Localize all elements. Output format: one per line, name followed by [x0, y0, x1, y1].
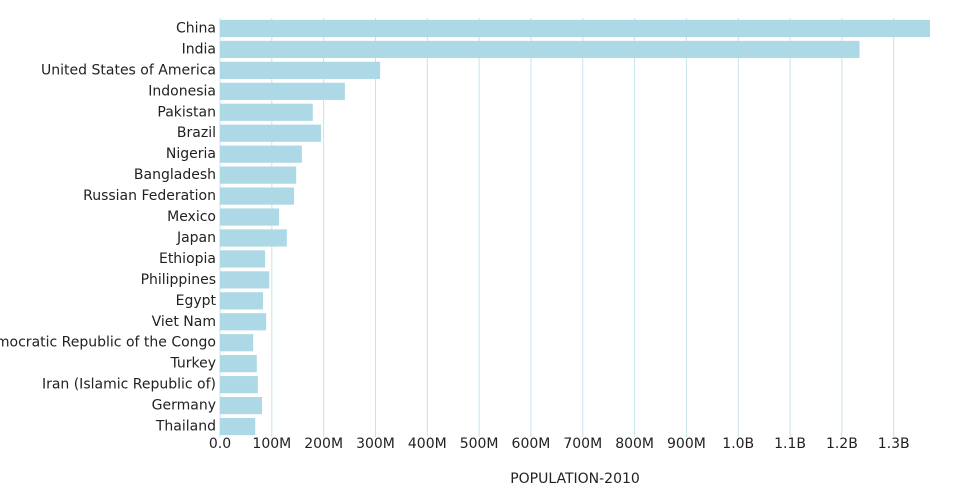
- bar: [220, 145, 302, 163]
- x-tick-label: 1.2B: [826, 436, 858, 452]
- bar: [220, 376, 258, 394]
- bar: [220, 103, 313, 121]
- bar: [220, 124, 322, 142]
- y-tick-label: Bangladesh: [134, 167, 216, 183]
- bar: [220, 250, 266, 268]
- y-tick-label: Viet Nam: [152, 314, 216, 330]
- y-tick-label: Pakistan: [157, 104, 216, 120]
- y-tick-label: Japan: [176, 230, 216, 246]
- bar: [220, 82, 345, 100]
- y-tick-label: Indonesia: [148, 83, 216, 99]
- x-tick-label: 600M: [512, 436, 551, 452]
- y-tick-label: China: [176, 20, 216, 36]
- bar: [220, 313, 267, 331]
- bar: [220, 417, 256, 436]
- y-tick-label: Ethiopia: [159, 251, 216, 267]
- x-tick-label: 900M: [667, 436, 706, 452]
- bar: [220, 61, 381, 79]
- bar: [220, 208, 280, 226]
- x-tick-label: 300M: [356, 436, 395, 452]
- bar: [220, 334, 254, 352]
- bar: [220, 355, 257, 373]
- y-tick-label: Mexico: [167, 209, 216, 225]
- y-tick-label: Democratic Republic of the Congo: [0, 335, 216, 351]
- y-tick-label: Russian Federation: [83, 188, 216, 204]
- bar: [220, 229, 287, 247]
- y-tick-label: Philippines: [141, 272, 216, 288]
- x-tick-label: 0.0: [209, 436, 231, 452]
- bar: [220, 271, 270, 289]
- x-tick-label: 200M: [304, 436, 343, 452]
- y-tick-label: Egypt: [176, 293, 217, 309]
- y-tick-label: Nigeria: [166, 146, 216, 162]
- y-tick-label: Germany: [152, 398, 216, 414]
- x-axis-title: POPULATION-2010: [510, 471, 640, 487]
- x-tick-label: 500M: [460, 436, 499, 452]
- x-tick-label: 1.1B: [774, 436, 806, 452]
- y-tick-label: United States of America: [41, 62, 216, 78]
- bar: [220, 187, 295, 205]
- y-tick-label: Turkey: [169, 356, 216, 372]
- y-tick-label: Brazil: [177, 125, 216, 141]
- bar: [220, 19, 930, 38]
- x-tick-label: 1.3B: [878, 436, 910, 452]
- bar: [220, 396, 262, 415]
- bar: [220, 292, 264, 310]
- bar: [220, 40, 860, 59]
- x-tick-label: 1.0B: [722, 436, 754, 452]
- x-tick-label: 100M: [252, 436, 291, 452]
- x-tick-label: 700M: [563, 436, 602, 452]
- y-tick-label: Iran (Islamic Republic of): [42, 377, 216, 393]
- y-tick-label: Thailand: [155, 419, 216, 435]
- y-tick-label: India: [182, 41, 216, 57]
- x-tick-label: 800M: [615, 436, 654, 452]
- x-tick-label: 400M: [408, 436, 447, 452]
- bar: [220, 166, 297, 184]
